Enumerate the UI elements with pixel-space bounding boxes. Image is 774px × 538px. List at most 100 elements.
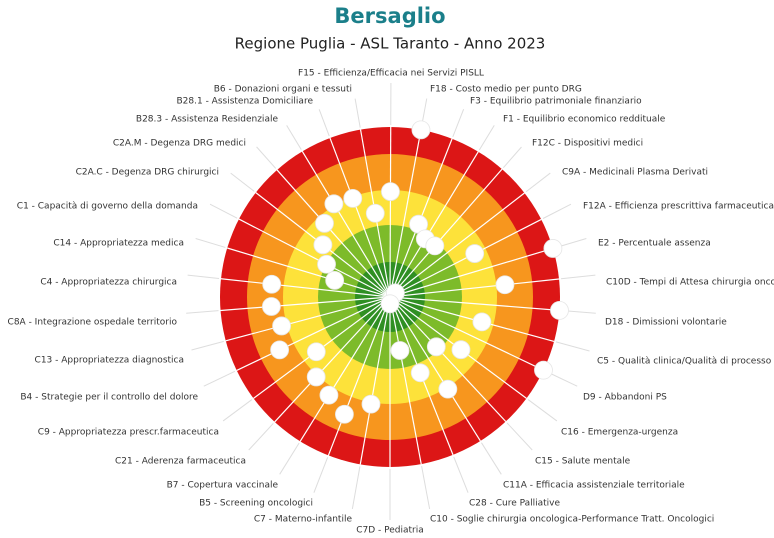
indicator-dot [380, 294, 400, 314]
indicator-dot [319, 385, 339, 405]
spoke [389, 151, 479, 298]
indicator-dot [306, 367, 326, 387]
indicator-dot [390, 341, 410, 360]
indicator-dot [438, 379, 458, 399]
indicator-label: C16 - Emergenza-urgenza [561, 428, 678, 438]
leader-line [318, 109, 330, 137]
indicator-label: B4 - Strategie per il controllo del dolo… [20, 393, 198, 403]
spoke [389, 126, 392, 298]
leader-line [256, 146, 277, 169]
indicator-dot [425, 236, 445, 256]
indicator-label: C13 - Appropriatezza diagnostica [35, 356, 184, 366]
indicator-dot [315, 213, 334, 233]
leader-line [186, 310, 219, 314]
leader-line [286, 125, 302, 150]
indicator-label: C15 - Salute mentale [535, 457, 631, 467]
indicator-dot [272, 316, 291, 336]
indicator-dot [270, 340, 290, 360]
indicator-label: B7 - Copertura vaccinale [167, 481, 279, 491]
leader-line [195, 238, 226, 248]
spoke [389, 296, 555, 342]
indicator-label: C7 - Materno-infantile [254, 515, 353, 525]
indicator-label: C9A - Medicinali Plasma Derivati [562, 168, 708, 178]
leader-line [313, 457, 329, 493]
spoke [225, 296, 391, 342]
spoke [274, 296, 391, 423]
indicator-label: C14 - Appropriatezza medica [53, 239, 184, 249]
indicator-label: C21 - Aderenza farmaceutica [115, 457, 246, 467]
indicator-dot [306, 342, 326, 362]
leader-line [453, 456, 469, 493]
spoke [301, 151, 391, 298]
spoke [238, 218, 391, 298]
indicator-label: E2 - Percentuale assenza [598, 239, 711, 249]
indicator-label: C8A - Integrazione ospedale territorio [8, 318, 178, 328]
indicator-dot [325, 270, 345, 290]
spoke [359, 296, 391, 465]
indicator-dot [365, 203, 385, 223]
leader-line [187, 274, 220, 280]
indicator-label: C5 - Qualità clinica/Qualità di processo [597, 357, 772, 367]
leader-line [525, 172, 551, 193]
indicator-dot [534, 360, 553, 380]
indicator-label: F18 - Costo medio per punto DRG [430, 85, 582, 95]
indicator-label: F12A - Efficienza prescrittiva farmaceut… [583, 202, 774, 212]
spoke [220, 296, 391, 312]
leader-line [248, 423, 274, 451]
indicator-label: F3 - Equilibrio patrimoniale finanziario [470, 97, 642, 107]
indicator-dot [426, 337, 446, 357]
indicator-dot [472, 312, 492, 332]
indicator-label: C2A.C - Degenza DRG chirurgici [76, 168, 219, 178]
leader-line [230, 172, 255, 192]
indicator-label: C7D - Pediatria [356, 526, 424, 536]
indicator-dot [361, 394, 381, 414]
leader-line [421, 465, 431, 509]
spoke [276, 169, 391, 298]
leader-line [191, 340, 224, 351]
indicator-dot [262, 274, 282, 294]
leader-line [481, 442, 502, 475]
indicator-dot [313, 235, 333, 255]
leader-line [478, 125, 495, 151]
indicator-label: C11A - Efficacia assistenziale territori… [503, 481, 685, 491]
spoke [389, 296, 481, 442]
spoke [389, 296, 560, 311]
indicator-label: B6 - Donazioni organi e tessuti [214, 85, 352, 95]
indicator-label: C28 - Cure Palliative [469, 499, 561, 509]
indicator-dot [411, 120, 431, 140]
chart-subtitle: Regione Puglia - ASL Taranto - Anno 2023 [235, 35, 546, 53]
spoke [389, 296, 422, 465]
indicator-label: D18 - Dimissioni volontarie [605, 318, 727, 328]
indicator-label: C9 - Appropriatezza prescr.farmaceutica [38, 428, 219, 438]
indicator-dot [410, 363, 430, 383]
leader-line [555, 341, 590, 352]
indicator-dot [343, 188, 363, 208]
spoke [299, 296, 391, 442]
leader-line [527, 399, 558, 422]
chart-title: Bersaglio [334, 4, 445, 28]
indicator-label: B28.1 - Assistenza Domiciliare [177, 97, 314, 107]
indicator-label: C10D - Tempi di Attesa chirurgia oncolog… [606, 278, 774, 288]
leader-line [542, 203, 572, 219]
indicator-label: D9 - Abbandoni PS [583, 393, 667, 403]
spoke [329, 137, 391, 298]
spoke [389, 296, 544, 371]
spoke [236, 296, 391, 372]
indicator-dot [465, 244, 485, 263]
leader-line [560, 274, 596, 280]
spoke [389, 278, 560, 298]
leader-line [222, 399, 253, 422]
spoke [389, 192, 525, 298]
spoke [389, 129, 422, 298]
indicator-label: C10 - Soglie chirurgia oncologica-Perfor… [430, 515, 714, 525]
leader-line [351, 466, 361, 510]
leader-line [354, 98, 361, 128]
spoke [389, 296, 507, 422]
indicator-label: F15 - Efficienza/Efficacia nei Servizi P… [298, 69, 484, 79]
spoke [389, 247, 554, 298]
indicator-label: C4 - Appropriatezza chirurgica [40, 278, 177, 288]
spoke [227, 247, 391, 298]
spoke [327, 296, 391, 456]
indicator-label: F1 - Equilibrio economico reddituale [503, 115, 666, 125]
